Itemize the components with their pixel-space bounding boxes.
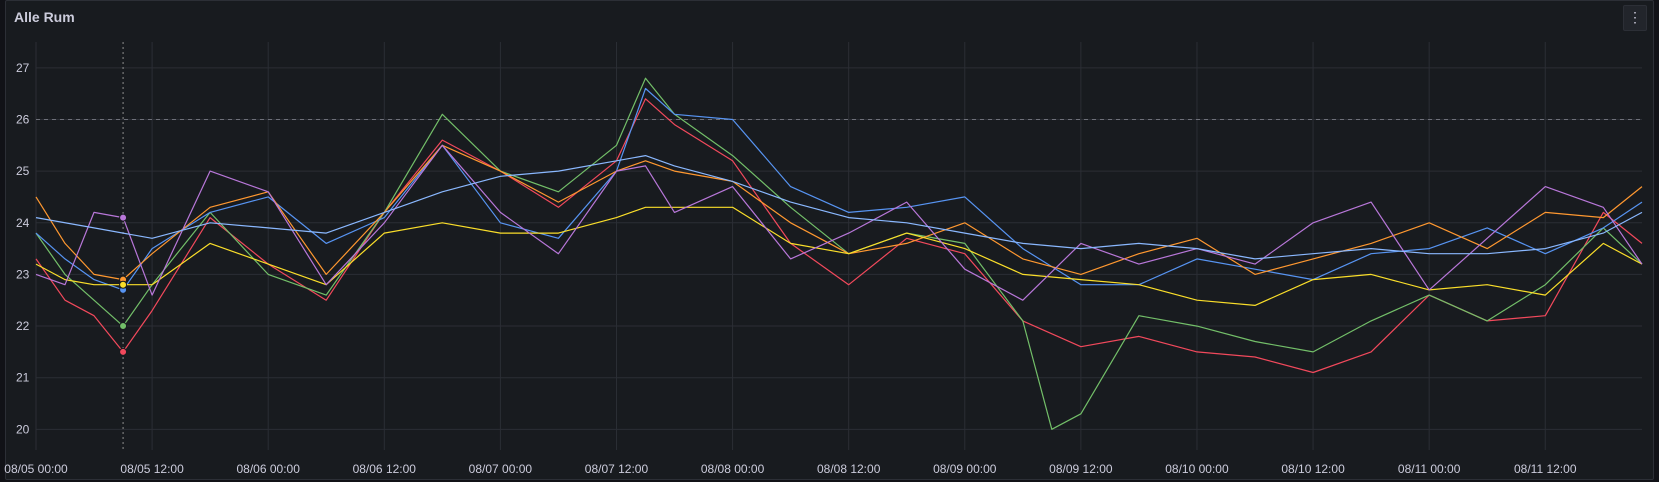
x-tick-label: 08/08 12:00 xyxy=(817,462,881,476)
x-tick-label: 08/05 00:00 xyxy=(4,462,68,476)
hover-point-5 xyxy=(119,213,128,222)
x-tick-label: 08/11 12:00 xyxy=(1514,462,1577,476)
y-tick-label: 22 xyxy=(16,319,30,333)
x-tick-label: 08/06 00:00 xyxy=(236,462,300,476)
panel-menu-button[interactable]: ⋮ xyxy=(1623,5,1647,31)
x-tick-label: 08/05 12:00 xyxy=(120,462,184,476)
y-tick-label: 20 xyxy=(16,422,30,436)
y-tick-label: 24 xyxy=(16,216,30,230)
series-line-1 xyxy=(35,77,1643,430)
x-tick-label: 08/07 12:00 xyxy=(585,462,649,476)
x-tick-label: 08/07 00:00 xyxy=(469,462,533,476)
hover-point-0 xyxy=(119,347,128,356)
series-line-0 xyxy=(35,98,1643,374)
series-line-5 xyxy=(35,144,1643,301)
y-tick-label: 21 xyxy=(16,371,30,385)
y-axis: 20 21 22 23 24 25 26 27 xyxy=(16,61,30,437)
y-tick-label: 23 xyxy=(16,267,30,281)
x-tick-label: 08/10 12:00 xyxy=(1281,462,1345,476)
hover-point-1 xyxy=(119,322,128,331)
x-tick-label: 08/11 00:00 xyxy=(1398,462,1461,476)
y-tick-label: 26 xyxy=(16,112,30,126)
y-tick-label: 25 xyxy=(16,164,30,178)
hover-points xyxy=(119,213,128,356)
vertical-ellipsis-icon: ⋮ xyxy=(1628,9,1642,25)
series-line-4 xyxy=(35,206,1643,306)
x-tick-label: 08/09 00:00 xyxy=(933,462,997,476)
series-line-2 xyxy=(35,87,1643,291)
panel-title: Alle Rum xyxy=(14,9,75,25)
hover-point-4 xyxy=(119,280,128,289)
x-tick-label: 08/09 12:00 xyxy=(1049,462,1113,476)
x-tick-label: 08/08 00:00 xyxy=(701,462,765,476)
x-tick-label: 08/10 00:00 xyxy=(1165,462,1229,476)
x-tick-label: 08/06 12:00 xyxy=(353,462,417,476)
y-tick-label: 27 xyxy=(16,61,30,75)
series-line-6 xyxy=(35,155,1643,260)
series-line-3 xyxy=(35,144,1643,281)
x-axis: 08/05 00:00 08/05 12:00 08/06 00:00 08/06 1… xyxy=(4,462,1577,476)
series-group xyxy=(35,77,1643,430)
